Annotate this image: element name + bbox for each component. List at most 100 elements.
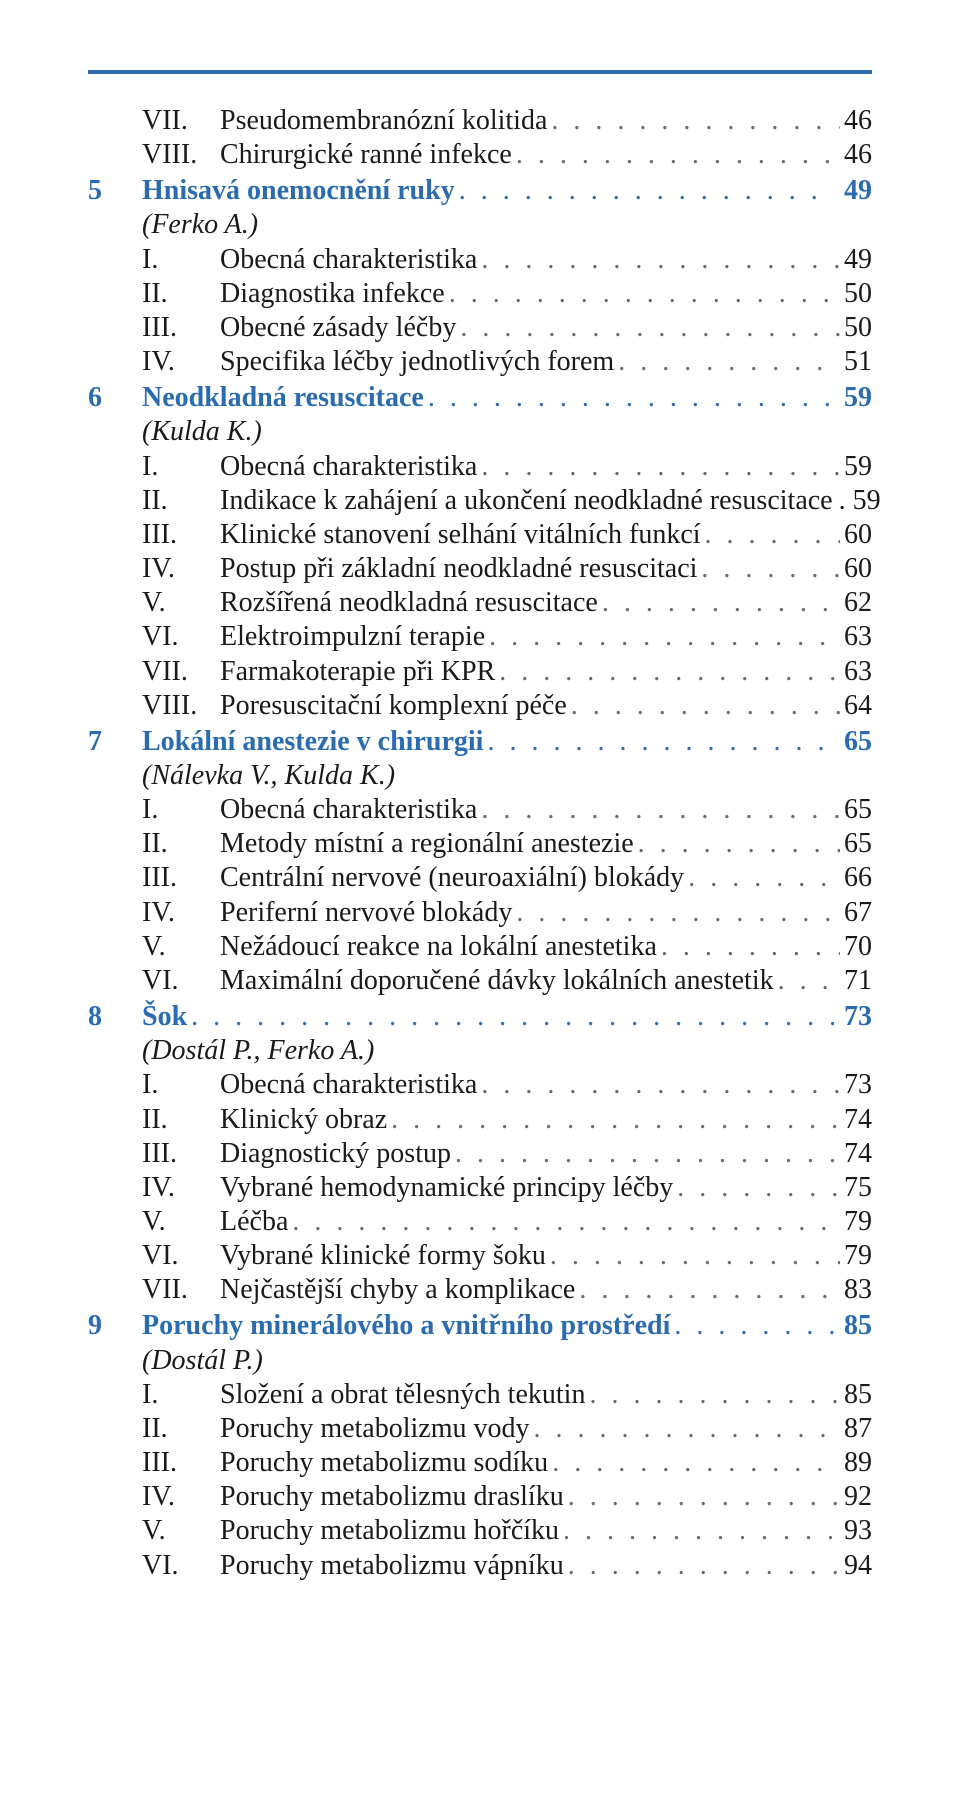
dot-leader: . . . . . . . . . . . . . . . . . . . . …	[481, 793, 840, 827]
dot-leader: . . . . . . . . . . . . . . . . . . . . …	[459, 174, 834, 208]
dot-leader: . . . . . . . . . . . . . . . . . . . . …	[481, 1068, 840, 1102]
chapter-title: Hnisavá onemocnění ruky	[142, 174, 455, 208]
sub-title: Diagnostika infekce	[220, 277, 445, 311]
dot-leader: . . . . . . . . . . . . . . . . . . . . …	[550, 1239, 840, 1273]
sub-title: Poruchy metabolizmu draslíku	[220, 1480, 564, 1514]
sub-page: 94	[844, 1549, 872, 1583]
author-text: (Dostál P., Ferko A.)	[142, 1034, 374, 1068]
sub-title: Obecná charakteristika	[220, 243, 477, 277]
sub-page: . 59	[839, 484, 881, 518]
roman-numeral: VIII.	[142, 689, 220, 723]
roman-numeral: I.	[142, 243, 220, 277]
top-rule	[88, 70, 872, 74]
sub-title: Léčba	[220, 1205, 288, 1239]
sub-title: Poruchy metabolizmu vápníku	[220, 1549, 564, 1583]
toc-sub-row: VII.Farmakoterapie při KPR. . . . . . . …	[88, 655, 872, 689]
dot-leader: . . . . . . . . . . . . . . . . . . . . …	[551, 104, 840, 138]
sub-title: Nežádoucí reakce na lokální anestetika	[220, 930, 657, 964]
toc-sub-row: V.Nežádoucí reakce na lokální anestetika…	[88, 930, 872, 964]
toc-sub-row: IV.Periferní nervové blokády. . . . . . …	[88, 896, 872, 930]
roman-numeral: IV.	[142, 552, 220, 586]
dot-leader: . . . . . . . . . . . . . . . . . . . . …	[292, 1205, 840, 1239]
roman-numeral: III.	[142, 311, 220, 345]
roman-numeral: I.	[142, 1068, 220, 1102]
sub-title: Obecná charakteristika	[220, 450, 477, 484]
sub-page: 66	[844, 861, 872, 895]
sub-page: 51	[844, 345, 872, 379]
chapter-title: Poruchy minerálového a vnitřního prostře…	[142, 1309, 670, 1343]
dot-leader: . . . . . . . . . . . . . . . . . . . . …	[428, 381, 834, 415]
toc-sub-row: IV.Specifika léčby jednotlivých forem. .…	[88, 345, 872, 379]
sub-title: Metody místní a regionální anestezie	[220, 827, 634, 861]
roman-numeral: VII.	[142, 104, 220, 138]
toc-sub-row: III.Obecné zásady léčby. . . . . . . . .…	[88, 311, 872, 345]
sub-page: 93	[844, 1514, 872, 1548]
dot-leader: . . . . . . . . . . . . . . . . . . . . …	[516, 896, 840, 930]
toc-sub-row: VIII.Poresuscitační komplexní péče. . . …	[88, 689, 872, 723]
toc-author-row: (Ferko A.)	[88, 208, 872, 242]
sub-page: 73	[844, 1068, 872, 1102]
chapter-page: 65	[844, 725, 872, 759]
sub-title: Farmakoterapie při KPR	[220, 655, 495, 689]
toc-sub-row: II.Klinický obraz. . . . . . . . . . . .…	[88, 1103, 872, 1137]
chapter-number: 9	[88, 1309, 142, 1343]
sub-page: 46	[844, 138, 872, 172]
roman-numeral: II.	[142, 277, 220, 311]
dot-leader: . . . . . . . . . . . . . . . . . . . . …	[638, 827, 840, 861]
sub-title: Poruchy metabolizmu vody	[220, 1412, 530, 1446]
sub-page: 89	[844, 1446, 872, 1480]
toc-sub-row: VI.Poruchy metabolizmu vápníku. . . . . …	[88, 1549, 872, 1583]
sub-page: 74	[844, 1137, 872, 1171]
toc-sub-row: I.Obecná charakteristika. . . . . . . . …	[88, 450, 872, 484]
dot-leader: . . . . . . . . . . . . . . . . . . . . …	[499, 655, 840, 689]
dot-leader: . . . . . . . . . . . . . . . . . . . . …	[191, 1000, 834, 1034]
chapter-page: 73	[844, 1000, 872, 1034]
dot-leader: . . . . . . . . . . . . . . . . . . . . …	[487, 725, 834, 759]
sub-title: Klinické stanovení selhání vitálních fun…	[220, 518, 701, 552]
sub-page: 75	[844, 1171, 872, 1205]
sub-page: 71	[844, 964, 872, 998]
toc-sub-row: IV.Poruchy metabolizmu draslíku. . . . .…	[88, 1480, 872, 1514]
toc-chapter-row: 7Lokální anestezie v chirurgii. . . . . …	[88, 725, 872, 759]
dot-leader: . . . . . . . . . . . . . . . . . . . . …	[481, 450, 840, 484]
roman-numeral: VIII.	[142, 138, 220, 172]
dot-leader: . . . . . . . . . . . . . . . . . . . . …	[563, 1514, 840, 1548]
dot-leader: . . . . . . . . . . . . . . . . . . . . …	[552, 1446, 840, 1480]
toc-author-row: (Kulda K.)	[88, 415, 872, 449]
roman-numeral: V.	[142, 930, 220, 964]
sub-title: Maximální doporučené dávky lokálních ane…	[220, 964, 774, 998]
sub-title: Obecná charakteristika	[220, 1068, 477, 1102]
toc-chapter-row: 6Neodkladná resuscitace. . . . . . . . .…	[88, 381, 872, 415]
dot-leader: . . . . . . . . . . . . . . . . . . . . …	[677, 1171, 840, 1205]
sub-page: 67	[844, 896, 872, 930]
dot-leader: . . . . . . . . . . . . . . . . . . . . …	[602, 586, 840, 620]
toc-sub-row: I.Obecná charakteristika. . . . . . . . …	[88, 793, 872, 827]
chapter-title: Neodkladná resuscitace	[142, 381, 424, 415]
roman-numeral: II.	[142, 484, 220, 518]
sub-title: Obecné zásady léčby	[220, 311, 456, 345]
roman-numeral: I.	[142, 793, 220, 827]
sub-page: 49	[844, 243, 872, 277]
roman-numeral: I.	[142, 1378, 220, 1412]
roman-numeral: III.	[142, 518, 220, 552]
sub-page: 70	[844, 930, 872, 964]
toc-sub-row: VII.Pseudomembranózní kolitida. . . . . …	[88, 104, 872, 138]
dot-leader: . . . . . . . . . . . . . . . . . . . . …	[579, 1273, 840, 1307]
chapter-page: 85	[844, 1309, 872, 1343]
sub-page: 74	[844, 1103, 872, 1137]
sub-page: 85	[844, 1378, 872, 1412]
sub-title: Pseudomembranózní kolitida	[220, 104, 547, 138]
roman-numeral: II.	[142, 827, 220, 861]
chapter-title: Šok	[142, 1000, 187, 1034]
toc-sub-row: V.Rozšířená neodkladná resuscitace. . . …	[88, 586, 872, 620]
toc-list: VII.Pseudomembranózní kolitida. . . . . …	[88, 104, 872, 1583]
roman-numeral: V.	[142, 1514, 220, 1548]
sub-title: Obecná charakteristika	[220, 793, 477, 827]
roman-numeral: VI.	[142, 1549, 220, 1583]
dot-leader: . . . . . . . . . . . . . . . . . . . . …	[701, 552, 840, 586]
roman-numeral: VI.	[142, 1239, 220, 1273]
toc-sub-row: VI.Elektroimpulzní terapie. . . . . . . …	[88, 620, 872, 654]
dot-leader: . . . . . . . . . . . . . . . . . . . . …	[568, 1549, 840, 1583]
toc-sub-row: VI.Maximální doporučené dávky lokálních …	[88, 964, 872, 998]
toc-sub-row: VI.Vybrané klinické formy šoku. . . . . …	[88, 1239, 872, 1273]
